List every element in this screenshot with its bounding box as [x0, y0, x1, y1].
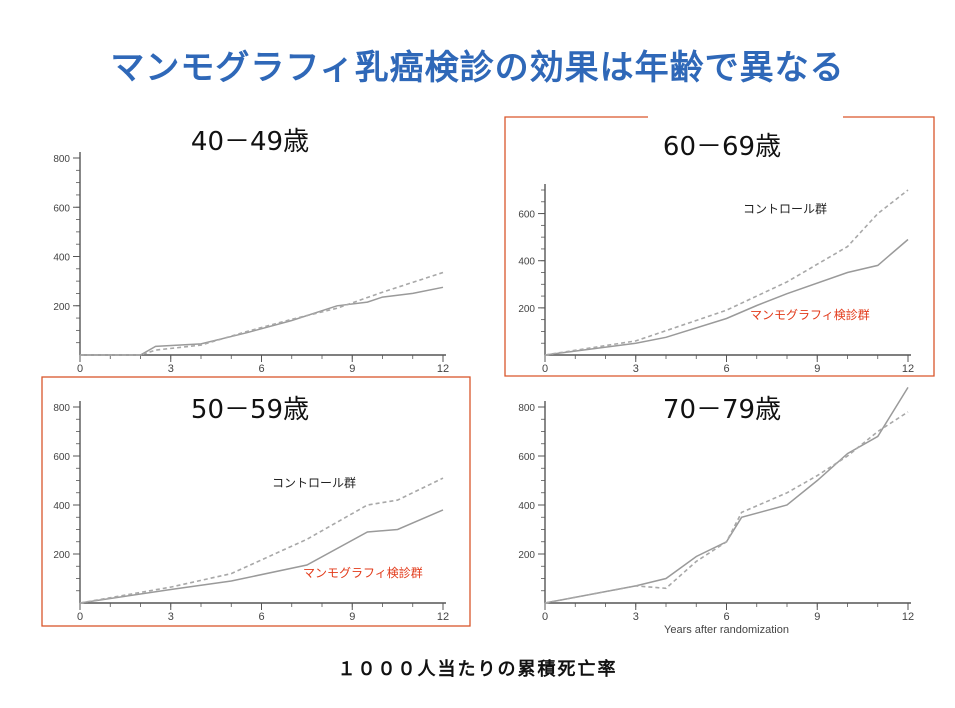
- x-tick-label: 3: [168, 363, 174, 375]
- panel-title: 50－59歳: [191, 395, 309, 425]
- y-tick-label: 400: [53, 501, 70, 512]
- x-tick-label: 0: [77, 363, 83, 375]
- x-tick-label: 3: [633, 611, 639, 623]
- panel-border: [504, 116, 935, 377]
- chart-panel-1: 200 400 600 800 0 3 6 9 12 40－49歳: [53, 127, 449, 375]
- y-tick-label: 800: [53, 154, 70, 165]
- y-tick-label: 600: [518, 210, 535, 221]
- x-tick-label: 3: [168, 611, 174, 623]
- panel-title: 70－79歳: [663, 395, 781, 425]
- panel-border: [41, 376, 471, 627]
- x-tick-label: 9: [349, 611, 355, 623]
- x-tick-label: 3: [633, 363, 639, 375]
- footer-caption: １０００人当たりの累積死亡率: [337, 659, 618, 680]
- series-line-screening: [80, 286, 444, 356]
- x-tick-label: 12: [437, 611, 449, 623]
- y-tick-label: 600: [53, 452, 70, 463]
- y-tick-label: 200: [518, 304, 535, 315]
- series-line-screening: [544, 238, 909, 356]
- series-line-control: [544, 411, 909, 604]
- x-tick-label: 0: [77, 611, 83, 623]
- y-tick-label: 600: [518, 452, 535, 463]
- x-tick-label: 9: [349, 363, 355, 375]
- x-tick-label: 6: [723, 363, 729, 375]
- series-label: マンモグラフィ検診群: [303, 565, 423, 580]
- series-line-control: [80, 271, 444, 356]
- series-line-control: [79, 477, 444, 604]
- x-tick-label: 12: [902, 363, 914, 375]
- x-axis-label: Years after randomization: [664, 624, 789, 636]
- x-tick-label: 6: [258, 611, 264, 623]
- y-tick-label: 400: [518, 257, 535, 268]
- series-label: コントロール群: [743, 202, 827, 216]
- chart-panel-4: 200 400 600 800 0 3 6 9 12 Years after randomizat…: [518, 387, 914, 636]
- x-tick-label: 9: [814, 363, 820, 375]
- y-tick-label: 200: [518, 550, 535, 561]
- y-tick-label: 200: [53, 302, 70, 313]
- x-tick-label: 0: [542, 363, 548, 375]
- x-tick-label: 6: [258, 363, 264, 375]
- series-line-screening: [79, 509, 444, 604]
- series-line-control: [544, 189, 909, 356]
- page-title: マンモグラフィ乳癌検診の効果は年齢で異なる: [110, 48, 845, 88]
- y-tick-label: 800: [518, 403, 535, 414]
- x-tick-label: 12: [902, 611, 914, 623]
- y-tick-label: 400: [518, 501, 535, 512]
- panel-title: 60－69歳: [663, 132, 781, 162]
- x-tick-label: 12: [437, 363, 449, 375]
- chart-panel-3: 200 400 600 800 0 3 6 9 12 50－59歳コントロール群マンモグラフィ検診…: [41, 376, 471, 627]
- panel-title: 40－49歳: [191, 127, 309, 157]
- y-tick-label: 400: [53, 253, 70, 264]
- y-tick-label: 600: [53, 203, 70, 214]
- series-label: マンモグラフィ検診群: [750, 307, 870, 322]
- x-tick-label: 9: [814, 611, 820, 623]
- series-label: コントロール群: [272, 476, 356, 490]
- x-tick-label: 0: [542, 611, 548, 623]
- x-tick-label: 6: [723, 611, 729, 623]
- y-tick-label: 800: [53, 403, 70, 414]
- y-tick-label: 200: [53, 550, 70, 561]
